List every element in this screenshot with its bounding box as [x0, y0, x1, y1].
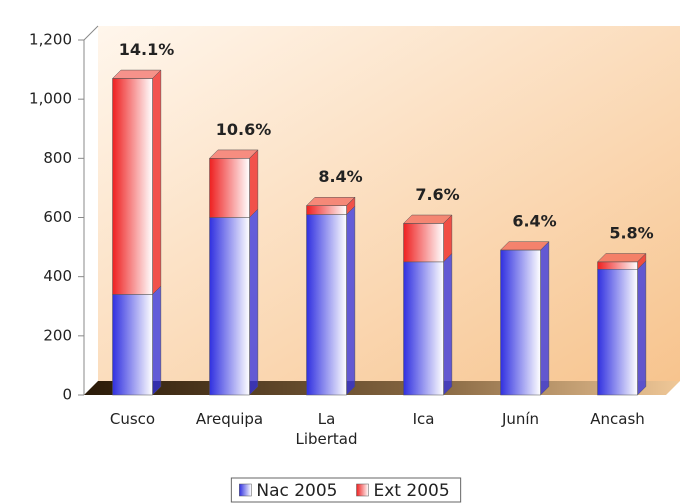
y-tick-label: 800	[43, 149, 72, 167]
bar	[597, 261, 638, 270]
bar	[306, 214, 347, 396]
bar-top	[596, 253, 647, 263]
x-tick-label: Arequipa	[195, 410, 264, 428]
bar	[209, 158, 250, 218]
bar	[306, 205, 347, 215]
bar-top	[499, 241, 550, 251]
annotation: 5.8%	[609, 223, 653, 242]
annotation: 10.6%	[216, 120, 272, 139]
bar-side	[152, 69, 162, 296]
bar-side	[249, 149, 259, 219]
back-wall	[98, 26, 680, 381]
legend: Nac 2005 Ext 2005	[230, 477, 462, 503]
legend-swatch	[356, 483, 369, 497]
legend-swatch	[239, 483, 252, 497]
bar	[112, 78, 153, 295]
bar	[403, 261, 444, 396]
bar-side	[152, 285, 162, 396]
annotation: 7.6%	[415, 185, 459, 204]
bar-top	[402, 214, 453, 224]
annotation: 14.1%	[119, 40, 175, 59]
y-tick-label: 0	[62, 386, 72, 404]
bar	[209, 217, 250, 396]
bar	[112, 294, 153, 396]
x-tick-label: La Libertad	[295, 410, 358, 448]
y-tick-label: 400	[43, 267, 72, 285]
legend-box	[230, 477, 462, 503]
bar-side	[346, 205, 356, 396]
bar-top	[208, 149, 259, 159]
x-tick-label: Cusco	[109, 410, 156, 428]
bar	[403, 223, 444, 263]
legend-label: Nac 2005	[256, 481, 337, 501]
bar-top	[305, 197, 356, 206]
bar-top	[111, 69, 162, 79]
annotation: 6.4%	[512, 212, 556, 231]
bar-side	[637, 260, 647, 396]
bar	[500, 249, 541, 396]
floor	[84, 381, 680, 395]
bar-side	[443, 252, 453, 396]
y-tick-label: 200	[43, 326, 72, 344]
legend-label: Ext 2005	[374, 481, 450, 501]
annotation: 8.4%	[318, 167, 362, 186]
y-tick-label: 1,200	[29, 31, 72, 49]
bar	[597, 269, 638, 396]
x-tick-label: Ica	[412, 410, 435, 428]
x-tick-label: Ancash	[590, 410, 645, 428]
bar-side	[249, 208, 259, 396]
y-tick-label: 600	[43, 208, 72, 226]
bar-side	[540, 241, 550, 396]
y-tick-label: 1,000	[29, 90, 72, 108]
y-axis-depth	[83, 25, 99, 41]
x-tick-label: Junín	[501, 410, 540, 428]
